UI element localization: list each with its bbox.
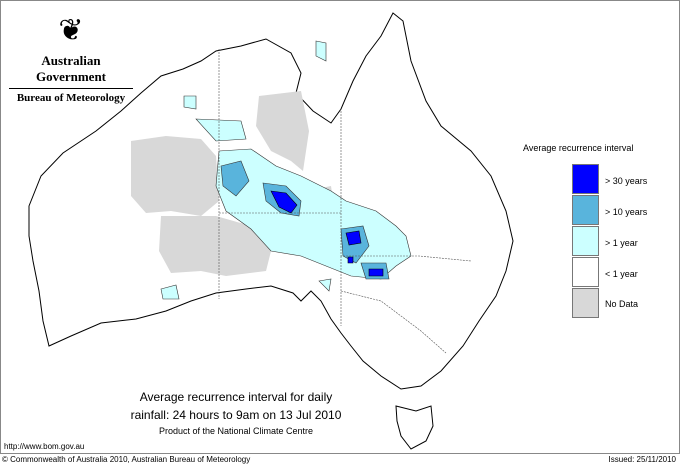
bom-logo: ❦ Australian Government Bureau of Meteor… [9, 11, 133, 104]
legend-swatch-gt30 [572, 164, 599, 194]
issued-date: Issued: 25/11/2010 [608, 455, 676, 464]
tasmania-outline [395, 405, 434, 450]
australia-map [28, 12, 514, 450]
map-subtitle: Product of the National Climate Centre [158, 426, 314, 436]
map-title-line2: rainfall: 24 hours to 9am on 13 Jul 2010 [130, 408, 342, 422]
legend-swatch-lt1 [572, 257, 599, 287]
copyright-text: © Commonwealth of Australia 2010, Austra… [2, 455, 251, 464]
legend-label: No Data [605, 299, 639, 309]
recurrence-gt30 [270, 190, 384, 277]
legend-label: < 1 year [605, 269, 638, 279]
footer: © Commonwealth of Australia 2010, Austra… [0, 453, 680, 467]
legend-label: > 30 years [605, 176, 648, 186]
map-title-line1: Average recurrence interval for daily [139, 390, 333, 404]
bureau-label: Bureau of Meteorology [9, 88, 133, 104]
legend-swatch-nodata [572, 288, 599, 318]
legend-label: > 1 year [605, 238, 638, 248]
legend-swatch-gt10 [572, 195, 599, 225]
government-label: Australian Government [35, 53, 107, 84]
legend-title: Average recurrence interval [523, 143, 634, 153]
coat-of-arms-icon: ❦ [58, 14, 84, 47]
legend-label: > 10 years [605, 207, 648, 217]
bom-url-link[interactable]: http://www.bom.gov.au [4, 442, 85, 451]
legend-swatch-gt1 [572, 226, 599, 256]
map-frame: ❦ Australian Government Bureau of Meteor… [0, 0, 680, 454]
state-borders [218, 49, 472, 354]
